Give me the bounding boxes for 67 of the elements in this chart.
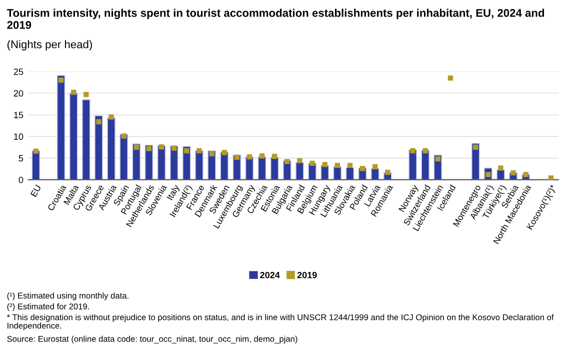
y-tick-label: 15 (14, 112, 24, 118)
point (259, 153, 265, 159)
point (435, 156, 440, 162)
bar (107, 117, 116, 180)
point (310, 160, 315, 166)
bar (270, 156, 279, 180)
y-tick-label: 25 (14, 68, 24, 75)
point (385, 170, 390, 175)
point (284, 158, 290, 164)
chart-subtitle: (Nights per head) (7, 40, 92, 50)
text: * This designation is without prejudice to positions on status, and is in line with UNSCR 1244/1999 and the ICJ Opinion on the Kosovo Declaration of Independence. (6, 314, 554, 330)
point (334, 162, 340, 168)
bar (144, 144, 154, 180)
bar (69, 92, 78, 180)
point (372, 164, 378, 170)
point (297, 158, 302, 164)
point (448, 75, 454, 81)
bar (32, 150, 40, 180)
bar (94, 115, 103, 180)
point (196, 148, 202, 154)
bar (408, 149, 417, 180)
point (134, 144, 139, 150)
point (422, 148, 428, 154)
bar (56, 75, 66, 180)
point (96, 119, 102, 124)
point (70, 90, 76, 95)
point (523, 172, 528, 178)
bar (296, 162, 304, 180)
y-tick-label: 0 (18, 176, 24, 184)
point (234, 154, 240, 160)
bar (421, 150, 430, 180)
point (498, 165, 504, 171)
point (158, 144, 164, 150)
point (360, 166, 366, 172)
point (222, 150, 227, 156)
point (510, 170, 516, 176)
point (33, 148, 38, 154)
y-tick-label: 10 (14, 133, 24, 140)
point (171, 146, 177, 151)
point (472, 144, 478, 150)
source-note: Source: Eurostat (online data code: tour_occ_ninat, tour_occ_nim, demo_pjan) (7, 336, 298, 344)
bar (82, 99, 90, 180)
point (272, 154, 278, 159)
legend-label: 2024 (260, 272, 280, 278)
bar (471, 142, 480, 180)
point (209, 151, 214, 156)
point (84, 92, 89, 98)
point (184, 148, 190, 154)
bar (195, 150, 204, 180)
point (322, 162, 328, 168)
legend-label: 2019 (297, 272, 317, 278)
point (410, 148, 416, 154)
point (146, 146, 152, 152)
point (347, 162, 353, 168)
point (121, 133, 126, 139)
chart-title: Tourism intensity, nights spent in tourist accommodation establishments per inhabitant, EU, 2024 and 2019 (6, 8, 544, 29)
point (246, 154, 252, 160)
y-tick-label: 20 (14, 90, 24, 97)
point (58, 78, 64, 83)
y-tick-label: 5 (18, 155, 24, 162)
x-tick-label: EU (30, 184, 42, 198)
text: (¹) Estimated using monthly data. (7, 292, 128, 300)
bar (120, 134, 128, 180)
text: (²) Estimated for 2019. (7, 303, 89, 312)
bar (220, 152, 229, 180)
bar (170, 146, 178, 180)
point (108, 114, 114, 120)
